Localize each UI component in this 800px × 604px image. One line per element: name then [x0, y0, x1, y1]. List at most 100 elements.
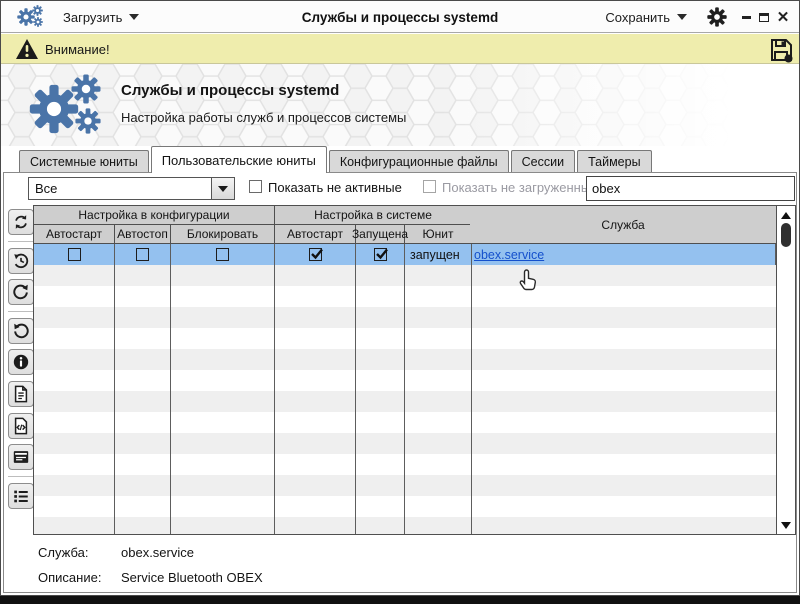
tab-label: Конфигурационные файлы: [339, 155, 498, 169]
minimize-button[interactable]: [739, 10, 753, 24]
cell-autostop-config: [115, 244, 171, 265]
toolbar-separator: [8, 241, 33, 242]
search-input[interactable]: [586, 176, 795, 201]
hexagon-pattern-background: [1, 64, 795, 146]
tab-user-units[interactable]: Пользовательские юниты: [150, 146, 327, 173]
warning-text: Внимание!: [45, 42, 110, 57]
list-icon: [14, 490, 28, 503]
column-header-service[interactable]: Служба: [470, 206, 777, 244]
show-inactive-label: Показать не активные: [268, 180, 402, 195]
tab-label: Сессии: [521, 155, 565, 169]
gears-logo-icon: [29, 74, 101, 134]
tab-sessions[interactable]: Сессии: [510, 150, 576, 173]
chevron-down-icon: [129, 14, 140, 20]
code-file-button[interactable]: [8, 413, 34, 439]
column-header-autostart-config[interactable]: Автостарт: [34, 225, 115, 244]
column-header-block-config[interactable]: Блокировать: [171, 225, 275, 244]
show-unloaded-label: Показать не загруженные: [442, 180, 598, 195]
banner: Службы и процессы systemd Настройка рабо…: [1, 64, 799, 146]
undo-button[interactable]: [8, 318, 34, 344]
terminal-button[interactable]: [8, 444, 34, 470]
column-header-autostop-config[interactable]: Автостоп: [115, 225, 171, 244]
code-file-icon: [14, 417, 28, 435]
cell-service: obex.service: [472, 244, 777, 265]
chevron-down-icon: [218, 185, 228, 192]
column-line: [405, 265, 472, 534]
filter-select-value: Все: [35, 181, 58, 196]
tab-strip: Системные юниты Пользовательские юниты К…: [1, 146, 799, 173]
group-header-config: Настройка в конфигурации: [34, 206, 275, 225]
save-floppy-icon[interactable]: [768, 37, 794, 63]
save-menu-label: Сохранить: [605, 9, 670, 25]
vertical-scrollbar[interactable]: [776, 206, 795, 534]
minimize-icon: [741, 15, 751, 19]
autostop-config-checkbox[interactable]: [136, 248, 149, 261]
show-unloaded-checkbox[interactable]: [423, 180, 436, 193]
cell-autostart-system: [275, 244, 356, 265]
column-line: [472, 265, 776, 534]
column-line: [34, 265, 115, 534]
history-restore-button[interactable]: [8, 248, 34, 274]
detail-service-label: Служба:: [38, 545, 89, 560]
refresh-button[interactable]: [8, 209, 34, 235]
scrollbar-thumb[interactable]: [780, 223, 791, 247]
cell-unit-state: запущен: [405, 244, 472, 265]
info-icon: [13, 354, 29, 370]
show-inactive-checkbox[interactable]: [249, 180, 262, 193]
document-icon: [14, 385, 28, 403]
table-row-selected[interactable]: запущен obex.service: [34, 244, 777, 265]
column-line: [275, 265, 356, 534]
load-menu-button[interactable]: Загрузить: [63, 1, 140, 33]
banner-title: Службы и процессы systemd: [121, 82, 340, 99]
scroll-down-button[interactable]: [777, 518, 795, 532]
tab-label: Пользовательские юниты: [161, 152, 316, 168]
running-system-checkbox[interactable]: [373, 248, 387, 261]
column-line: [171, 265, 275, 534]
banner-subtitle: Настройка работы служб и процессов систе…: [121, 110, 407, 125]
maximize-button[interactable]: [757, 10, 771, 24]
tab-timers[interactable]: Таймеры: [577, 150, 652, 173]
detail-description-value: Service Bluetooth OBEX: [121, 570, 263, 585]
titlebar: Загрузить Службы и процессы systemd Сохр…: [1, 1, 799, 33]
tab-system-units[interactable]: Системные юниты: [19, 150, 149, 173]
close-button[interactable]: ✕: [776, 9, 790, 26]
table-empty-rows: [34, 265, 777, 534]
filter-select[interactable]: Все: [28, 177, 235, 200]
toolbar-separator: [8, 476, 33, 477]
info-button[interactable]: [8, 349, 34, 375]
cell-autostart-config: [34, 244, 115, 265]
warning-triangle-icon: [16, 39, 38, 59]
tab-label: Таймеры: [588, 155, 641, 169]
document-button[interactable]: [8, 381, 34, 407]
save-menu-button[interactable]: Сохранить: [605, 1, 687, 33]
warning-bar: Внимание!: [1, 34, 799, 64]
history-restore-icon: [14, 253, 29, 269]
refresh-icon: [15, 215, 27, 229]
autostart-config-checkbox[interactable]: [67, 248, 81, 261]
detail-description-label: Описание:: [38, 570, 102, 585]
tab-config-files[interactable]: Конфигурационные файлы: [328, 150, 509, 173]
column-header-running-system[interactable]: Запущена: [352, 225, 408, 244]
services-table: Служба Настройка в конфигурации Настройк…: [33, 205, 796, 535]
settings-gear-icon[interactable]: [707, 7, 727, 27]
list-button[interactable]: [8, 483, 34, 509]
column-line: [115, 265, 171, 534]
service-link[interactable]: obex.service: [474, 247, 545, 262]
scroll-up-icon: [781, 211, 792, 219]
column-line: [356, 265, 405, 534]
app-gears-icon: [17, 5, 43, 27]
table-grid: Служба Настройка в конфигурации Настройк…: [34, 206, 777, 534]
column-header-unit[interactable]: Юнит: [405, 225, 472, 244]
redo-icon: [13, 284, 28, 300]
scroll-up-button[interactable]: [777, 208, 795, 222]
autostart-system-checkbox[interactable]: [308, 248, 322, 261]
column-header-autostart-system[interactable]: Автостарт: [275, 225, 356, 244]
group-header-system: Настройка в системе: [275, 206, 472, 225]
hand-cursor-icon: [519, 269, 537, 291]
toolbar-separator: [8, 311, 33, 312]
tab-label: Системные юниты: [30, 155, 138, 169]
redo-button[interactable]: [8, 279, 34, 305]
filter-select-arrow-button[interactable]: [211, 178, 234, 199]
block-config-checkbox[interactable]: [216, 248, 229, 261]
